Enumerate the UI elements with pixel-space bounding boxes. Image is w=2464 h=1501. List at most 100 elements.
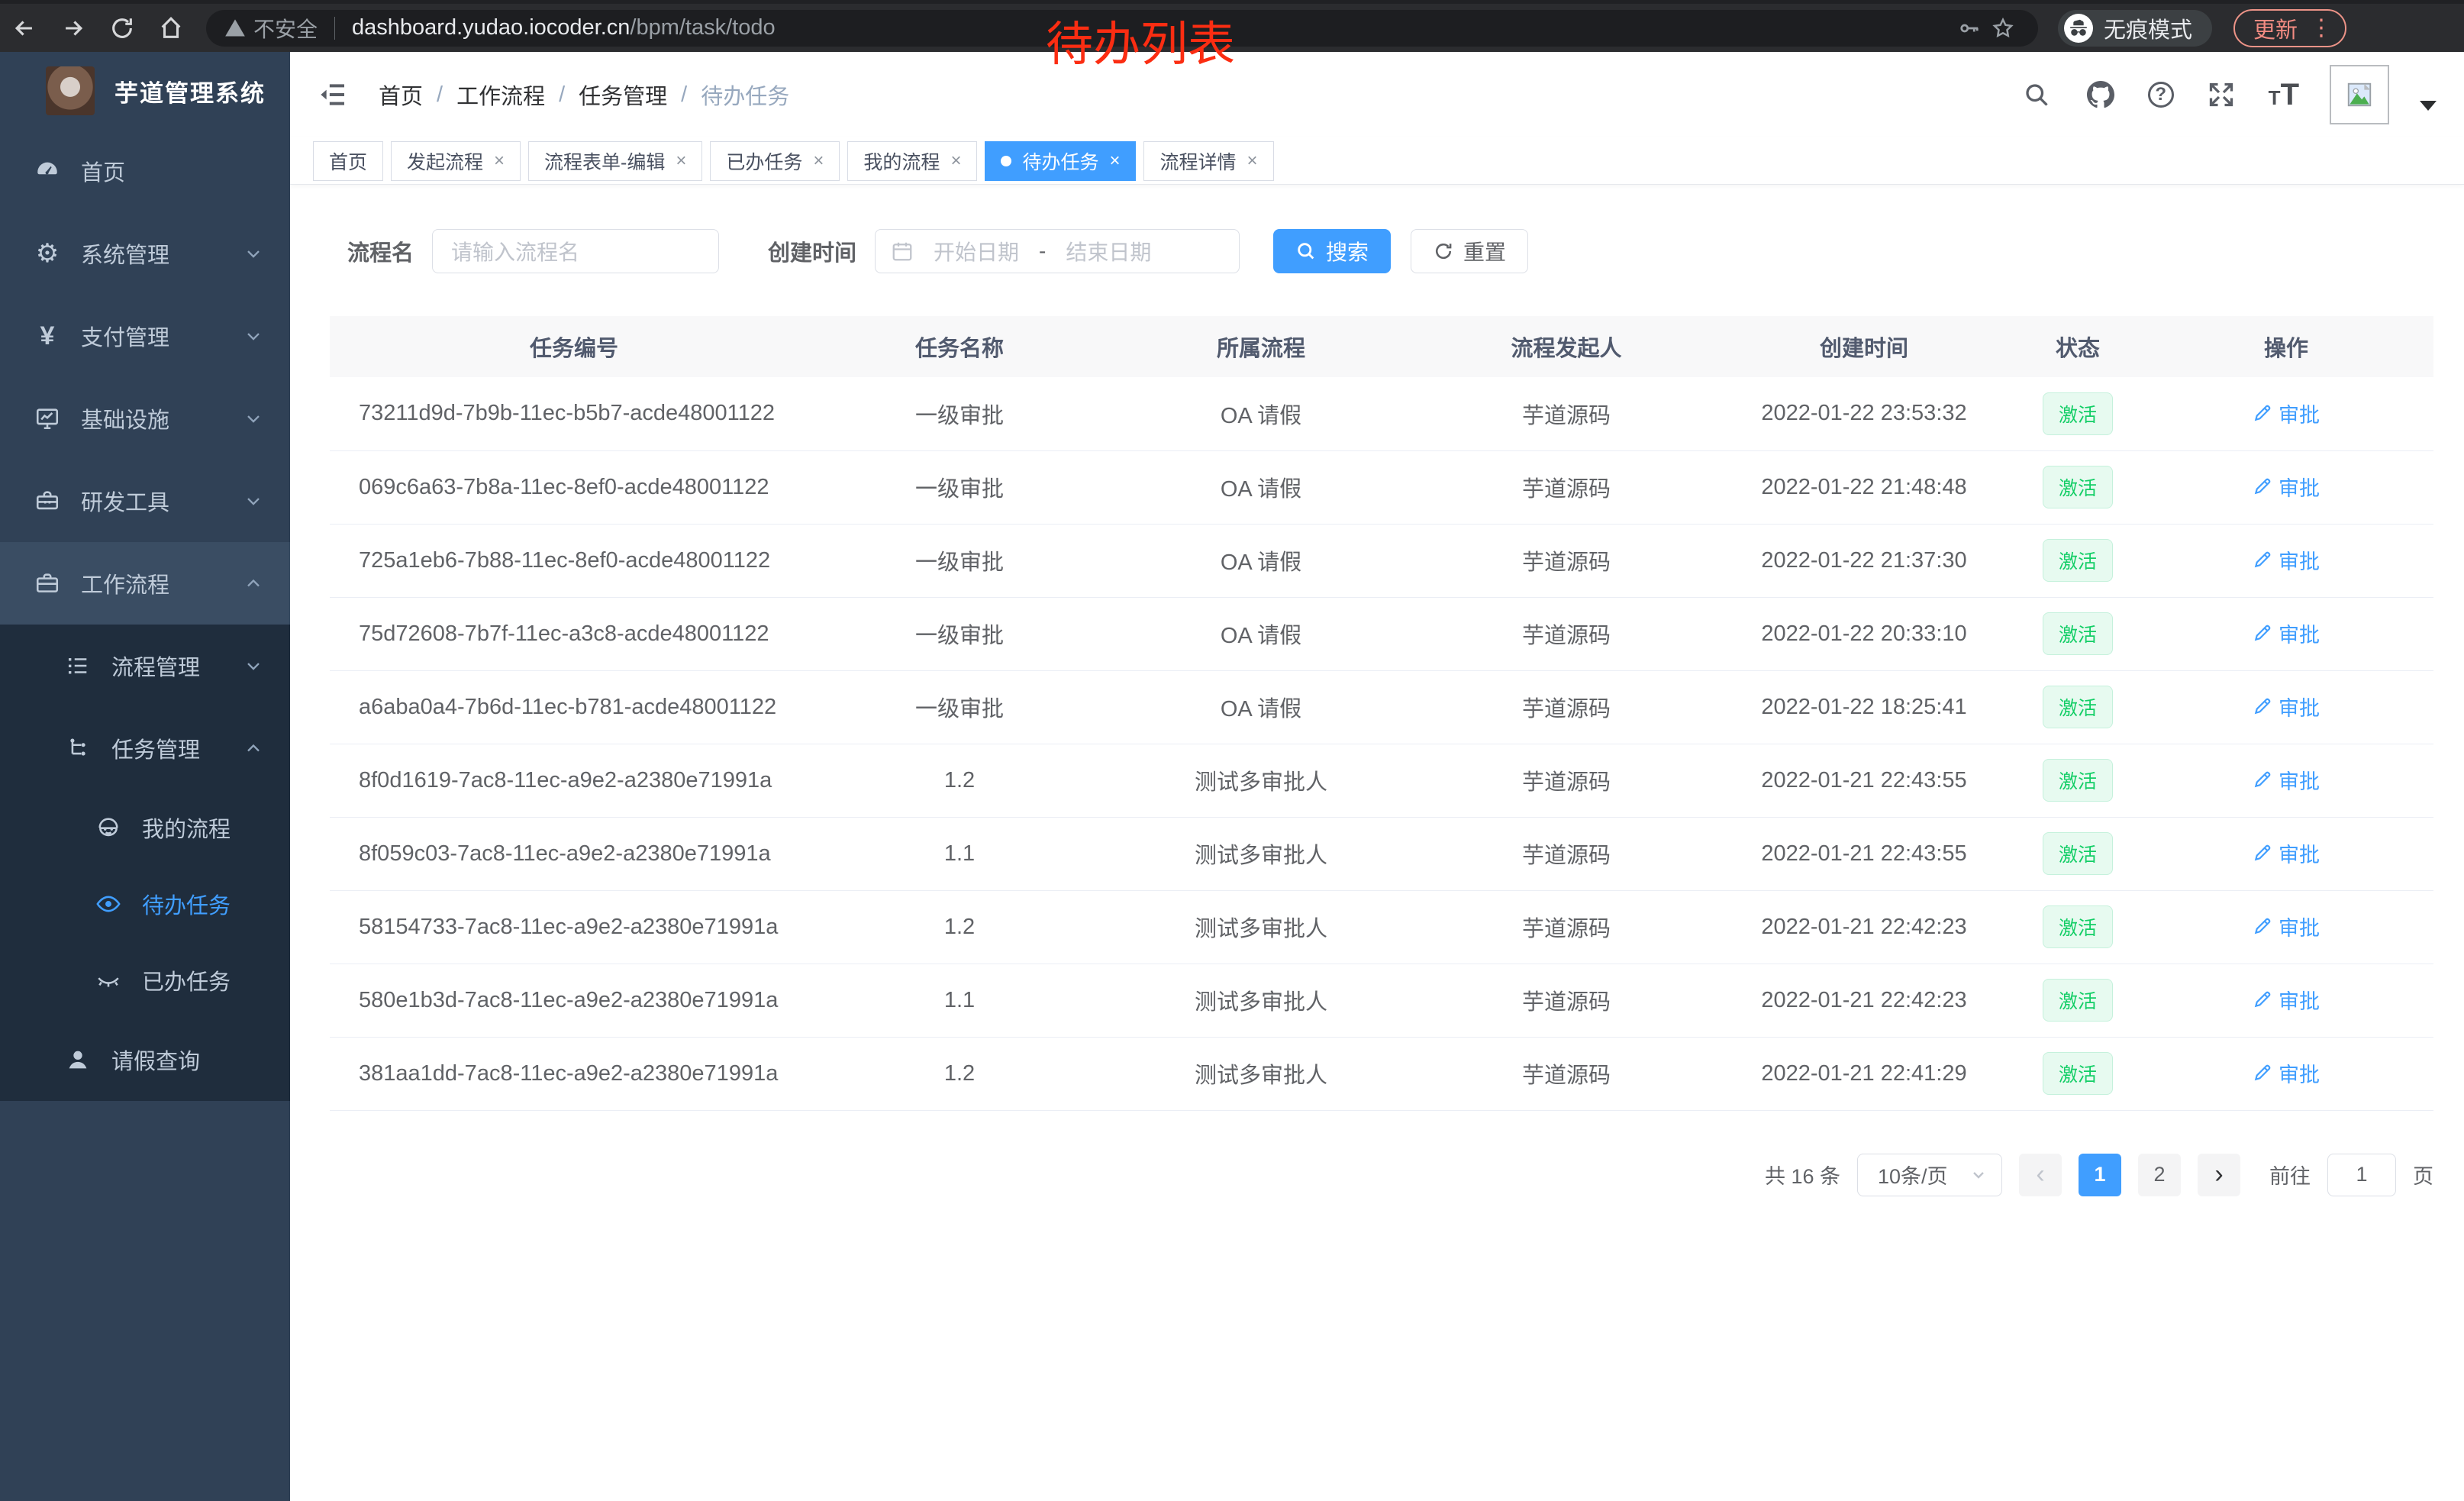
start-date-placeholder: 开始日期 bbox=[934, 240, 1020, 264]
cell-task-id: 069c6a63-7b8a-11ec-8ef0-acde48001122 bbox=[330, 450, 818, 525]
cell-created: 2022-01-22 18:25:41 bbox=[1711, 670, 2017, 744]
annotation-todo-list: 待办列表 bbox=[1046, 18, 1236, 71]
url-bar[interactable]: 不安全 dashboard.yudao.iocoder.cn/bpm/task/… bbox=[206, 9, 2038, 47]
security-label: 不安全 bbox=[253, 17, 318, 41]
sidebar-item-6[interactable]: 流程管理 bbox=[0, 625, 290, 707]
browser-menu-dots-icon[interactable]: ⋮ bbox=[2310, 15, 2333, 40]
approve-label: 审批 bbox=[2279, 696, 2320, 720]
bookmark-star-icon[interactable] bbox=[1986, 17, 2020, 40]
tab-close-icon[interactable]: × bbox=[676, 150, 687, 171]
approve-link[interactable]: 审批 bbox=[2253, 618, 2320, 648]
cell-status: 激活 bbox=[2017, 1037, 2139, 1111]
approve-link[interactable]: 审批 bbox=[2253, 472, 2320, 502]
sidebar-item-4[interactable]: 研发工具 bbox=[0, 460, 290, 542]
edit-pencil-icon bbox=[2254, 551, 2271, 568]
sidebar-item-2[interactable]: ¥ 支付管理 bbox=[0, 295, 290, 377]
sidebar-item-8[interactable]: 我的流程 bbox=[0, 789, 290, 866]
breadcrumb-item-0[interactable]: 首页 bbox=[379, 85, 424, 109]
next-page-button[interactable]: › bbox=[2198, 1153, 2240, 1196]
table-row-4: a6aba0a4-7b6d-11ec-b781-acde48001122 一级审批… bbox=[330, 670, 2433, 744]
sidebar-item-0[interactable]: 首页 bbox=[0, 130, 290, 212]
approve-link[interactable]: 审批 bbox=[2253, 765, 2320, 795]
avatar[interactable] bbox=[2330, 65, 2389, 124]
cell-initiator: 芋道源码 bbox=[1421, 1037, 1711, 1111]
tab-close-icon[interactable]: × bbox=[950, 150, 962, 171]
process-name-input[interactable]: 请输入流程名 bbox=[432, 229, 720, 273]
browser-chrome: 不安全 dashboard.yudao.iocoder.cn/bpm/task/… bbox=[0, 0, 2464, 52]
tab-close-icon[interactable]: × bbox=[494, 150, 505, 171]
date-range-picker[interactable]: 开始日期 - 结束日期 bbox=[875, 229, 1240, 273]
home-icon[interactable] bbox=[147, 7, 195, 50]
search-icon[interactable] bbox=[2020, 78, 2053, 111]
cell-status: 激活 bbox=[2017, 597, 2139, 671]
cell-initiator: 芋道源码 bbox=[1421, 450, 1711, 525]
tab-bar: 首页 发起流程 × 流程表单-编辑 × 已办任务 × 我的流程 × 待办任务 × 流程详情 × bbox=[290, 137, 2464, 185]
page-button-2[interactable]: 2 bbox=[2138, 1153, 2181, 1196]
approve-link[interactable]: 审批 bbox=[2253, 985, 2320, 1015]
cell-task-id: 725a1eb6-7b88-11ec-8ef0-acde48001122 bbox=[330, 524, 818, 598]
cell-task-id: 75d72608-7b7f-11ec-a3c8-acde48001122 bbox=[330, 597, 818, 671]
update-button[interactable]: 更新 ⋮ bbox=[2233, 8, 2347, 47]
github-icon[interactable] bbox=[2084, 78, 2117, 111]
tab-0[interactable]: 首页 bbox=[313, 140, 384, 181]
cell-task-name: 1.2 bbox=[818, 1037, 1101, 1111]
avatar-dropdown-caret-icon[interactable] bbox=[2420, 100, 2437, 111]
cell-status: 激活 bbox=[2017, 964, 2139, 1038]
content: 流程名 请输入流程名 创建时间 开始日期 - 结束日期 搜索 重置 任务编号任 bbox=[290, 229, 2464, 1196]
sidebar-item-label: 系统管理 bbox=[81, 244, 170, 268]
list-icon bbox=[63, 650, 93, 681]
sidebar-item-10[interactable]: 已办任务 bbox=[0, 942, 290, 1018]
help-icon[interactable]: ? bbox=[2147, 82, 2174, 108]
approve-link[interactable]: 审批 bbox=[2253, 692, 2320, 721]
sidebar-collapse-icon[interactable] bbox=[318, 76, 354, 113]
sidebar-item-3[interactable]: 基础设施 bbox=[0, 377, 290, 460]
tab-5[interactable]: 待办任务 × bbox=[985, 140, 1137, 181]
tab-2[interactable]: 流程表单-编辑 × bbox=[528, 140, 703, 181]
app-logo-row[interactable]: 芋道管理系统 bbox=[0, 52, 290, 130]
forward-icon[interactable] bbox=[49, 7, 98, 50]
approve-link[interactable]: 审批 bbox=[2253, 1058, 2320, 1088]
create-time-label: 创建时间 bbox=[768, 241, 857, 266]
reset-button[interactable]: 重置 bbox=[1411, 229, 1529, 273]
goto-page-input[interactable]: 1 bbox=[2327, 1153, 2396, 1196]
table-row-7: 58154733-7ac8-11ec-a9e2-a2380e71991a 1.2 测… bbox=[330, 890, 2433, 964]
approve-link[interactable]: 审批 bbox=[2253, 838, 2320, 868]
approve-link[interactable]: 审批 bbox=[2253, 912, 2320, 941]
cell-created: 2022-01-21 22:42:23 bbox=[1711, 890, 2017, 964]
briefcase-icon bbox=[32, 568, 63, 599]
cell-task-name: 一级审批 bbox=[818, 377, 1101, 451]
tab-4[interactable]: 我的流程 × bbox=[847, 140, 978, 181]
tab-close-icon[interactable]: × bbox=[813, 150, 824, 171]
approve-link[interactable]: 审批 bbox=[2253, 545, 2320, 575]
cell-process: 测试多审批人 bbox=[1101, 817, 1421, 891]
tab-6[interactable]: 流程详情 × bbox=[1143, 140, 1274, 181]
sidebar-item-5[interactable]: 工作流程 bbox=[0, 542, 290, 625]
page-button-1[interactable]: 1 bbox=[2079, 1153, 2121, 1196]
sidebar-item-7[interactable]: 任务管理 bbox=[0, 707, 290, 789]
reload-icon[interactable] bbox=[98, 7, 147, 50]
sidebar-item-9[interactable]: 待办任务 bbox=[0, 866, 290, 942]
tab-close-icon[interactable]: × bbox=[1247, 150, 1258, 171]
back-icon[interactable] bbox=[0, 7, 49, 50]
sidebar-item-label: 我的流程 bbox=[142, 818, 231, 842]
breadcrumb-item-1[interactable]: 工作流程 bbox=[456, 85, 546, 109]
breadcrumb-item-2[interactable]: 任务管理 bbox=[579, 85, 668, 109]
tab-1[interactable]: 发起流程 × bbox=[391, 140, 521, 181]
sidebar-item-label: 研发工具 bbox=[81, 491, 170, 515]
column-header-6: 操作 bbox=[2139, 316, 2433, 377]
tab-close-icon[interactable]: × bbox=[1109, 150, 1121, 171]
edit-pencil-icon bbox=[2254, 698, 2271, 715]
sidebar-item-11[interactable]: 请假查询 bbox=[0, 1018, 290, 1101]
search-button[interactable]: 搜索 bbox=[1273, 229, 1392, 273]
table-row-0: 73211d9d-7b9b-11ec-b5b7-acde48001122 一级审批… bbox=[330, 377, 2433, 451]
password-key-icon[interactable] bbox=[1953, 17, 1986, 40]
column-header-3: 流程发起人 bbox=[1421, 316, 1711, 377]
fullscreen-icon[interactable] bbox=[2204, 78, 2238, 111]
page-size-select[interactable]: 10条/页 bbox=[1857, 1153, 2002, 1196]
prev-page-button[interactable]: ‹ bbox=[2019, 1153, 2062, 1196]
sidebar-item-1[interactable]: ⚙ 系统管理 bbox=[0, 212, 290, 295]
approve-link[interactable]: 审批 bbox=[2253, 399, 2320, 428]
tab-3[interactable]: 已办任务 × bbox=[710, 140, 840, 181]
filter-bar: 流程名 请输入流程名 创建时间 开始日期 - 结束日期 搜索 重置 bbox=[330, 229, 2433, 273]
